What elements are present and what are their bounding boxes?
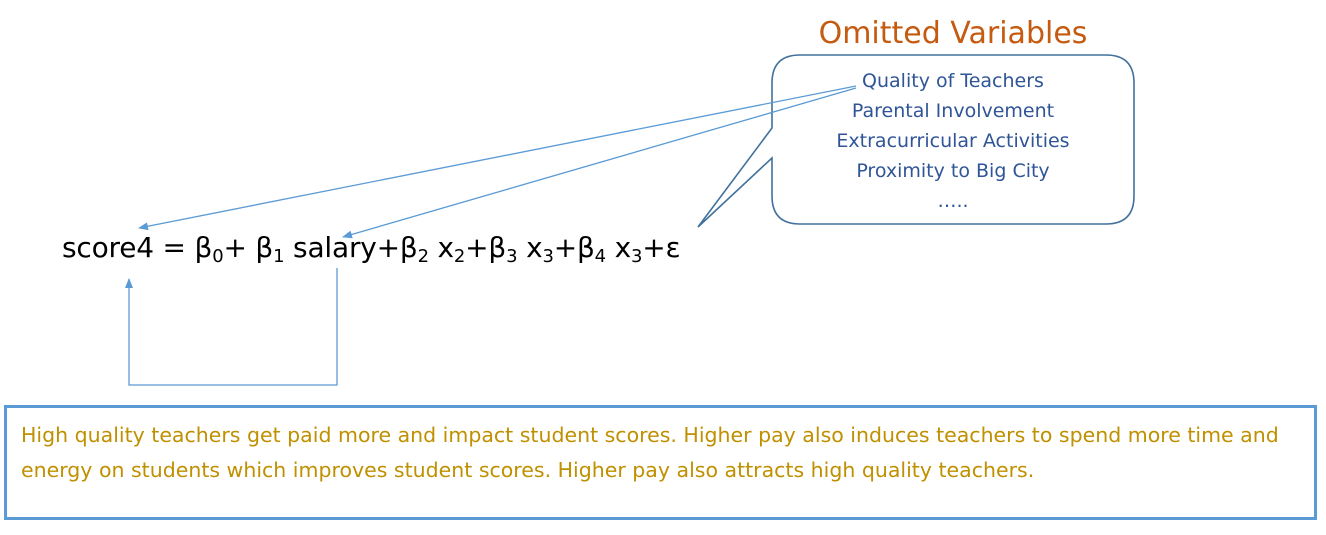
equation-error-term: +ε: [642, 231, 681, 264]
list-item: Proximity to Big City: [856, 160, 1050, 182]
equation-subscript: 3: [506, 246, 518, 267]
explanation-text: High quality teachers get paid more and …: [21, 423, 1279, 482]
equation-subscript: 0: [212, 246, 224, 267]
equation-term: x: [605, 231, 632, 264]
callout-title: Omitted Variables: [818, 16, 1088, 51]
list-item: Quality of Teachers: [862, 70, 1044, 92]
regression-equation: score4 = β0+ β1 salary+β2 x2+β3 x3+β4 x3…: [62, 228, 681, 268]
equation-term: +β: [553, 231, 595, 264]
salary-to-score-connector: [125, 268, 338, 386]
equation-salary-term: salary+β: [284, 231, 418, 264]
equation-subscript: 3: [542, 246, 554, 267]
omitted-variables-list: Quality of Teachers Parental Involvement…: [792, 66, 1114, 216]
explanation-box: High quality teachers get paid more and …: [4, 405, 1317, 520]
equation-term: x: [517, 231, 543, 264]
arrow-to-score: [138, 85, 857, 231]
equation-term: x: [428, 231, 455, 264]
equation-subscript: 2: [453, 246, 466, 267]
equation-subscript: 2: [417, 246, 429, 267]
equation-subscript: 3: [631, 246, 643, 267]
list-item: …..: [937, 190, 969, 212]
callout-bubble: [697, 54, 1135, 228]
equation-subscript: 1: [273, 246, 285, 267]
arrow-to-salary: [342, 87, 857, 239]
list-item: Extracurricular Activities: [836, 130, 1070, 152]
equation-lhs: score4 = β: [62, 231, 213, 264]
equation-term: + β: [223, 231, 274, 264]
list-item: Parental Involvement: [851, 100, 1055, 122]
equation-subscript: 4: [594, 246, 606, 267]
equation-term: +β: [465, 231, 507, 264]
